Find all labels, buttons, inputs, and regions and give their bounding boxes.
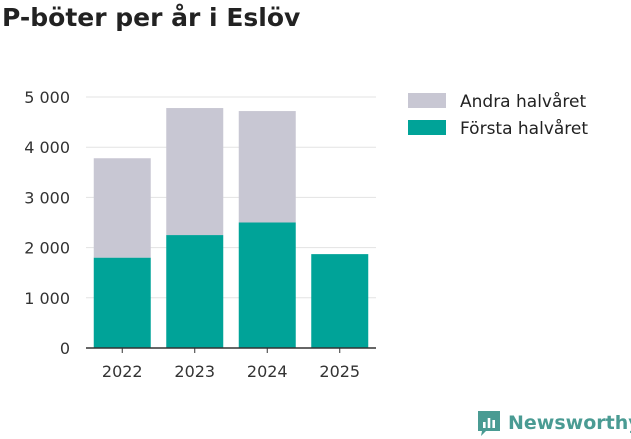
x-tick-label: 2022 xyxy=(102,362,143,381)
bar-forsta-halvaret-2025 xyxy=(311,254,369,348)
bar-andra-halvaret-2022 xyxy=(93,158,151,258)
y-tick-label: 2 000 xyxy=(24,239,70,258)
bar-forsta-halvaret-2023 xyxy=(166,235,224,348)
y-tick-label: 1 000 xyxy=(24,289,70,308)
x-tick-label: 2025 xyxy=(319,362,360,381)
newsworthy-brand: Newsworthy xyxy=(476,408,631,438)
newsworthy-chart-icon xyxy=(478,411,500,436)
x-tick-label: 2023 xyxy=(174,362,215,381)
bar-andra-halvaret-2024 xyxy=(238,111,296,223)
y-tick-label: 5 000 xyxy=(24,88,70,107)
legend-label: Andra halvåret xyxy=(460,91,586,112)
bar-forsta-halvaret-2024 xyxy=(238,222,296,348)
legend-swatch xyxy=(408,120,446,135)
brand-name: Newsworthy xyxy=(508,412,631,434)
chart-title: P-böter per år i Eslöv xyxy=(2,3,301,32)
axes: 0 1 000 2 000 3 000 4 000 5 000 2022 2023 2024 20… xyxy=(24,88,376,381)
x-tick-label: 2024 xyxy=(247,362,288,381)
bars xyxy=(93,108,369,348)
legend-swatch xyxy=(408,93,446,108)
y-tick-label: 3 000 xyxy=(24,188,70,207)
legend: Andra halvåret Första halvåret xyxy=(408,91,588,139)
y-tick-label: 0 xyxy=(60,339,70,358)
bar-andra-halvaret-2023 xyxy=(166,108,224,236)
legend-label: Första halvåret xyxy=(460,118,588,139)
bar-forsta-halvaret-2022 xyxy=(93,257,151,348)
y-tick-label: 4 000 xyxy=(24,138,70,157)
